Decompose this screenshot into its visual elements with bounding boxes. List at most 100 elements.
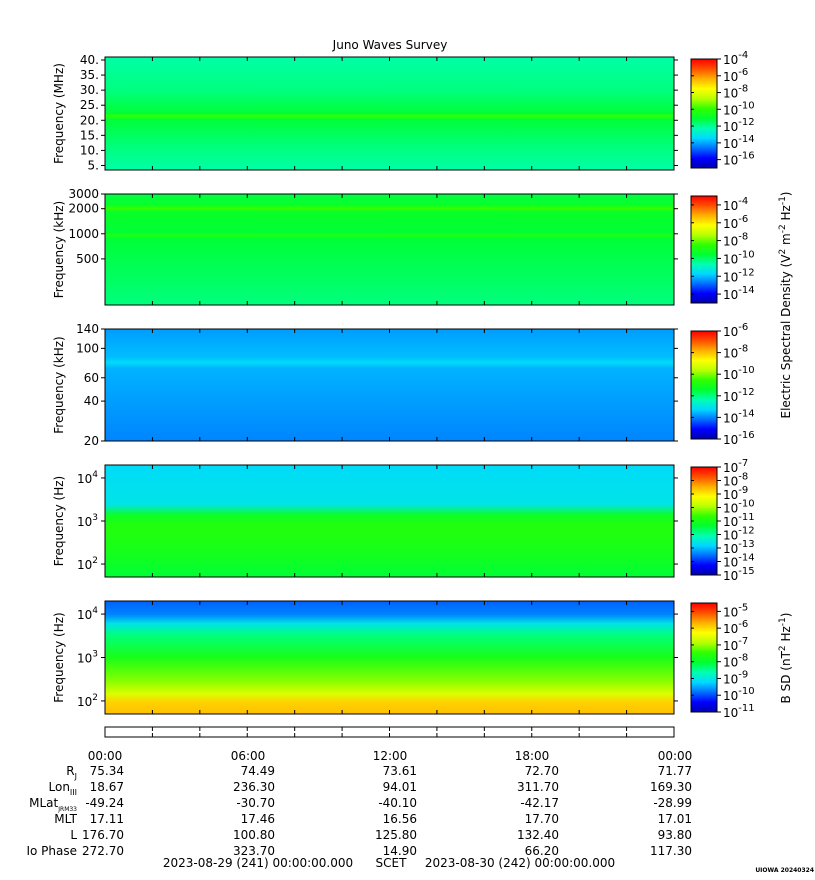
colorbar-tick-label: 10-8: [723, 472, 748, 489]
ephemeris-value: 66.20: [525, 844, 559, 858]
spectrogram-image: [105, 465, 674, 577]
y-axis-label: Frequency (kHz): [52, 201, 66, 298]
ephemeris-value: 73.61: [383, 764, 417, 778]
y-axis-label: Frequency (Hz): [52, 476, 66, 567]
ephemeris-value: 117.30: [650, 844, 692, 858]
ephemeris-value: 169.30: [650, 780, 692, 794]
colorbar-tick-label: 10-15: [723, 566, 755, 583]
ephemeris-value: 236.30: [233, 780, 275, 794]
time-label: 18:00: [515, 749, 550, 763]
colorbar-tick-label: 10-16: [723, 430, 755, 447]
y-tick-label: 103: [77, 513, 98, 529]
ephemeris-value: -28.99: [653, 796, 692, 810]
y-tick-label: 1000: [68, 227, 99, 241]
ephemeris-value: 71.77: [658, 764, 692, 778]
ephemeris-value: 94.01: [383, 780, 417, 794]
ephemeris-value: 17.01: [658, 812, 692, 826]
colorbar-tick-label: 10-6: [723, 322, 748, 339]
ephemeris-table: RJ 75.34 74.49 73.61 72.70 71.77 LonIII 18.67 23…: [26, 764, 692, 858]
ephemeris-label: Io Phase: [26, 844, 77, 858]
colorbar-tick-label: 10-9: [723, 669, 748, 686]
y-tick-label: 25.: [80, 98, 99, 112]
colorbar-tick-label: 10-8: [723, 232, 748, 249]
ephemeris-row: LonIII 18.67 236.30 94.01 311.70 169.30: [49, 780, 693, 797]
spectrogram-panels: 5.10.15.20.25.30.35.40. Frequency (MHz) 30…: [52, 53, 678, 715]
time-label: 00:00: [88, 749, 123, 763]
ephemeris-label: L: [70, 828, 77, 842]
ephemeris-value: 18.67: [90, 780, 124, 794]
spectrogram-image: [105, 57, 674, 170]
spectrogram-image: [105, 601, 674, 714]
y-tick-label: 102: [77, 693, 98, 709]
ephemeris-value: 132.40: [517, 828, 559, 842]
colorbar-tick-label: 10-10: [723, 499, 755, 516]
y-tick-label: 40: [84, 394, 99, 408]
colorbar-gradient: [690, 330, 718, 440]
colorbar-tick-label: 10-11: [723, 512, 755, 529]
y-tick-label: 35.: [80, 68, 99, 82]
ephemeris-row: MLT 17.11 17.46 16.56 17.70 17.01: [54, 812, 692, 826]
y-tick-label: 10.: [80, 143, 99, 157]
y-tick-label: 20: [84, 434, 99, 448]
spectrogram-panel-5: 104 103 102 Frequency (Hz): [52, 600, 678, 715]
colorbar-tick-label: 10-6: [723, 619, 748, 636]
y-tick-label: 103: [77, 650, 98, 666]
y-tick-label: 104: [77, 606, 98, 622]
ephemeris-row: MLatJRM33 -49.24 -30.70 -40.10 -42.17 -28.99: [29, 796, 692, 813]
spectrogram-panel-1: 5.10.15.20.25.30.35.40. Frequency (MHz): [52, 53, 678, 172]
footer-scet-label: SCET: [376, 856, 408, 870]
colorbar-tick-label: 10-12: [723, 387, 755, 404]
colorbar-tick-label: 10-11: [723, 703, 755, 720]
colorbar-tick-label: 10-6: [723, 67, 748, 84]
y-axis-label: Frequency (kHz): [52, 336, 66, 433]
ephemeris-row: Io Phase 272.70 323.70 14.90 66.20 117.30: [26, 844, 692, 858]
y-axis-label: Frequency (Hz): [52, 612, 66, 703]
ephemeris-value: -40.10: [378, 796, 417, 810]
colorbar-tick-label: 10-14: [723, 408, 755, 425]
ephemeris-value: -49.24: [85, 796, 124, 810]
ephemeris-value: 93.80: [658, 828, 692, 842]
ephemeris-value: 311.70: [517, 780, 559, 794]
colorbar-tick-label: 10-16: [723, 151, 755, 168]
credit-label: UIOWA 20240324: [755, 867, 814, 874]
colorbar-gradient: [690, 195, 718, 304]
y-tick-label: 102: [77, 556, 98, 572]
ephemeris-value: 16.56: [383, 812, 417, 826]
colorbar-tick-label: 10-10: [723, 365, 755, 382]
time-label: 00:00: [658, 749, 693, 763]
ephemeris-value: 74.49: [241, 764, 275, 778]
ephemeris-value: 125.80: [375, 828, 417, 842]
time-label: 06:00: [231, 749, 266, 763]
time-label: 12:00: [373, 749, 408, 763]
y-tick-label: 20.: [80, 113, 99, 127]
ephemeris-value: 17.46: [241, 812, 275, 826]
spectrogram-image: [105, 194, 674, 305]
colorbar-tick-label: 10-12: [723, 267, 755, 284]
ephemeris-value: 323.70: [233, 844, 275, 858]
colorbar-tick-label: 10-8: [723, 344, 748, 361]
colorbar-3: 10-6 10-8 10-10 10-12 10-14 10-16: [690, 322, 755, 447]
ephemeris-value: 75.34: [90, 764, 124, 778]
colorbar-tick-label: 10-4: [723, 50, 748, 67]
y-tick-label: 40.: [80, 53, 99, 67]
colorbar-tick-label: 10-10: [723, 100, 755, 117]
spectrogram-panel-3: 140 100 60 40 20 Frequency (kHz): [52, 322, 678, 448]
colorbar-tick-label: 10-13: [723, 539, 755, 556]
ephemeris-row: RJ 75.34 74.49 73.61 72.70 71.77: [66, 764, 692, 781]
colorbars: 10-410-610-810-1010-1210-1410-1610-410-6…: [690, 50, 793, 720]
spectrogram-panel-4: 104 103 102 Frequency (Hz): [52, 464, 678, 578]
ephemeris-row: L 176.70 100.80 125.80 132.40 93.80: [70, 828, 692, 842]
spectrogram-image: [105, 329, 674, 441]
ephemeris-label: RJ: [66, 764, 77, 781]
ephemeris-value: -30.70: [236, 796, 275, 810]
y-tick-label: 30.: [80, 83, 99, 97]
y-tick-label: 15.: [80, 128, 99, 142]
ephemeris-label: LonIII: [49, 780, 78, 797]
colorbar-tick-label: 10-14: [723, 285, 755, 302]
y-tick-label: 3000: [68, 187, 99, 201]
ephemeris-value: 17.11: [90, 812, 124, 826]
y-tick-label: 2000: [68, 202, 99, 216]
